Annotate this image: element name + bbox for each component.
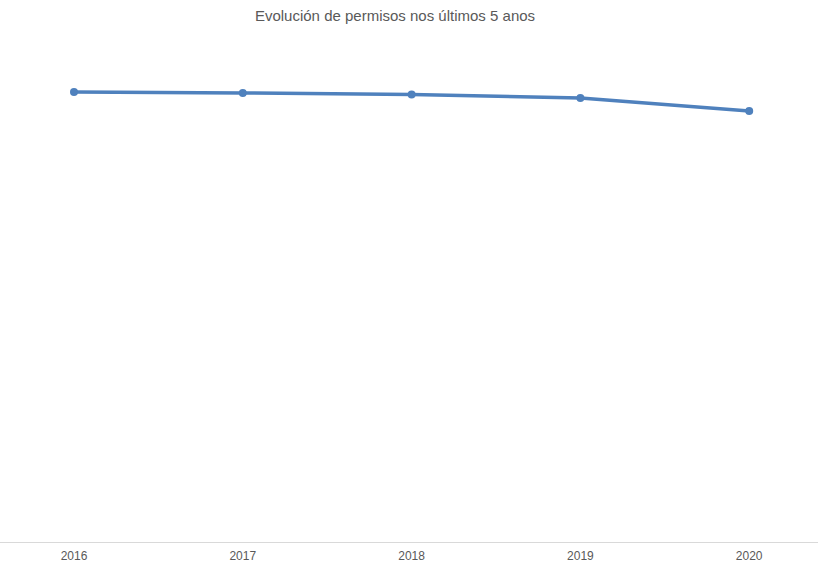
x-axis-label-2020: 2020 — [736, 549, 763, 564]
x-axis-label-2017: 2017 — [229, 549, 256, 564]
line-chart: Evolución de permisos nos últimos 5 anos… — [0, 0, 818, 570]
series-plot — [0, 0, 818, 570]
x-axis-line — [0, 542, 818, 543]
x-axis-label-2016: 2016 — [61, 549, 88, 564]
x-axis-label-2019: 2019 — [567, 549, 594, 564]
x-axis-label-2018: 2018 — [398, 549, 425, 564]
